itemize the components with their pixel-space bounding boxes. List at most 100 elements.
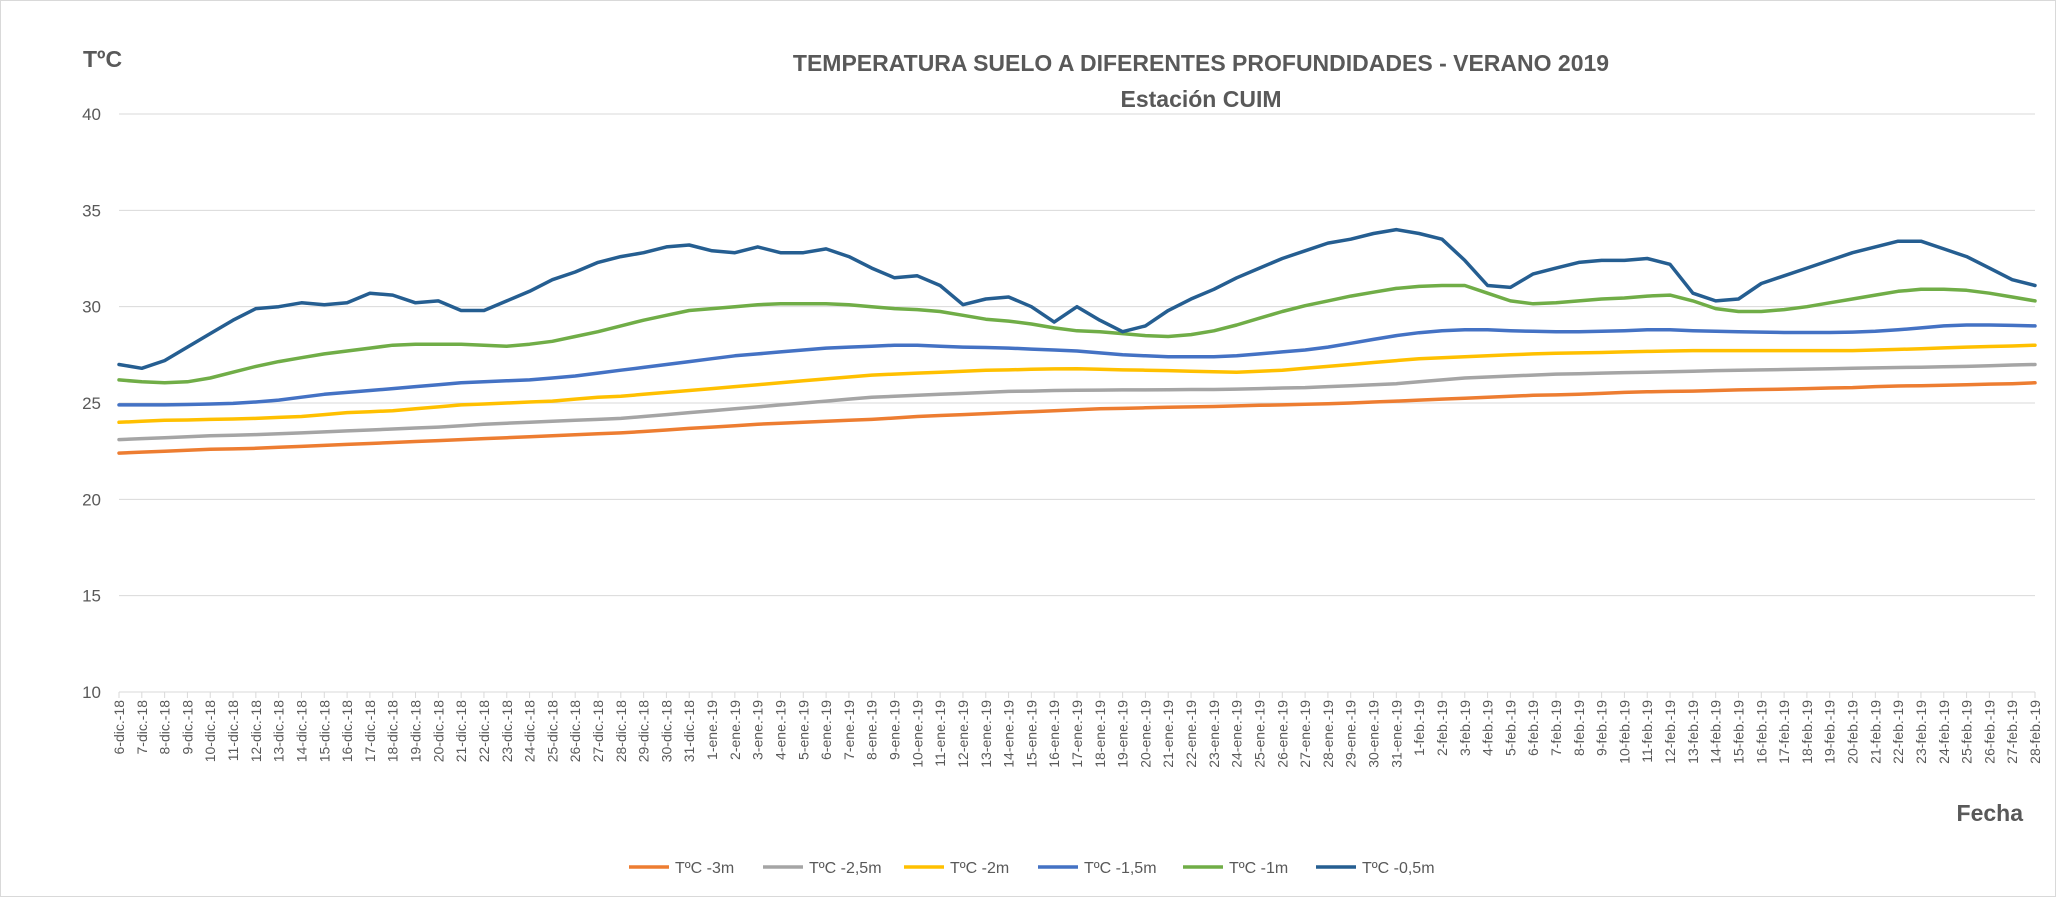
series-line-1	[117, 362, 2037, 442]
legend-label: TºC -1m	[1229, 860, 1288, 877]
x-tick-label: 14-dic.-18	[293, 700, 309, 762]
x-tick-label: 13-dic.-18	[271, 700, 287, 762]
x-tick-label: 16-dic.-18	[339, 700, 355, 762]
x-tick-label: 13-feb.-19	[1685, 700, 1701, 764]
legend-label: TºC -0,5m	[1362, 860, 1435, 877]
y-tick-labels: 10 15 20 25 30 35 40	[82, 105, 101, 702]
x-tick-labels: 6-dic.-18 7-dic.-18 8-dic.-18 9-dic.-18 10-d…	[111, 692, 2043, 768]
x-tick-label: 23-feb.-19	[1913, 700, 1929, 764]
x-tick-label: 6-feb.-19	[1525, 700, 1541, 756]
y-tick-label: 30	[82, 298, 101, 317]
x-tick-label: 20-feb.-19	[1845, 700, 1861, 764]
x-tick-label: 4-ene.-19	[772, 700, 788, 760]
x-tick-label: 18-ene.-19	[1092, 700, 1108, 768]
legend-label: TºC -2m	[950, 860, 1009, 877]
y-tick-label: 40	[82, 105, 101, 124]
x-tick-label: 20-dic.-18	[430, 700, 446, 762]
x-tick-label: 28-feb.-19	[2027, 700, 2043, 764]
x-tick-label: 27-feb.-19	[2004, 700, 2020, 764]
x-tick-label: 2-ene.-19	[727, 700, 743, 760]
x-tick-label: 4-feb.-19	[1480, 700, 1496, 756]
y-tick-label: 25	[82, 394, 101, 413]
x-tick-label: 8-feb.-19	[1571, 700, 1587, 756]
x-tick-label: 9-dic.-18	[179, 700, 195, 755]
y-tick-label: 20	[82, 490, 101, 509]
x-tick-label: 9-ene.-19	[887, 700, 903, 760]
x-tick-label: 10-dic.-18	[202, 700, 218, 762]
chart-title: TEMPERATURA SUELO A DIFERENTES PROFUNDID…	[793, 50, 1609, 76]
x-tick-label: 24-ene.-19	[1229, 700, 1245, 768]
x-tick-label: 8-ene.-19	[864, 700, 880, 760]
x-tick-label: 21-dic.-18	[453, 700, 469, 762]
x-tick-label: 7-ene.-19	[841, 700, 857, 760]
y-tick-label: 10	[82, 683, 101, 702]
x-tick-label: 21-feb.-19	[1867, 700, 1883, 764]
gridlines	[119, 113, 2035, 693]
x-tick-label: 15-ene.-19	[1023, 700, 1039, 768]
x-tick-label: 22-dic.-18	[476, 700, 492, 762]
x-tick-label: 29-dic.-18	[636, 700, 652, 762]
x-tick-label: 11-dic.-18	[225, 700, 241, 761]
x-axis-label: Fecha	[1957, 800, 2024, 826]
series-line-0	[117, 381, 2037, 455]
x-tick-label: 10-ene.-19	[909, 700, 925, 768]
x-tick-label: 18-feb.-19	[1799, 700, 1815, 764]
x-tick-label: 25-ene.-19	[1251, 700, 1267, 768]
x-tick-label: 7-feb.-19	[1548, 700, 1564, 756]
x-tick-label: 27-dic.-18	[590, 700, 606, 762]
chart-subtitle: Estación CUIM	[1120, 86, 1281, 112]
x-tick-label: 17-feb.-19	[1776, 700, 1792, 764]
x-tick-label: 28-dic.-18	[613, 700, 629, 762]
x-tick-label: 1-feb.-19	[1411, 700, 1427, 756]
legend-label: TºC -3m	[675, 860, 734, 877]
series-lines	[117, 227, 2037, 455]
x-tick-label: 11-ene.-19	[932, 700, 948, 767]
x-tick-label: 16-feb.-19	[1753, 700, 1769, 764]
x-tick-label: 25-feb.-19	[1959, 700, 1975, 764]
x-tick-label: 17-ene.-19	[1069, 700, 1085, 768]
legend-label: TºC -1,5m	[1084, 860, 1157, 877]
x-tick-label: 29-ene.-19	[1343, 700, 1359, 768]
x-tick-label: 7-dic.-18	[134, 700, 150, 755]
x-tick-label: 27-ene.-19	[1297, 700, 1313, 768]
series-line-4	[117, 283, 2037, 385]
x-tick-label: 12-ene.-19	[955, 700, 971, 768]
x-tick-label: 30-ene.-19	[1366, 700, 1382, 768]
x-tick-label: 13-ene.-19	[978, 700, 994, 768]
x-tick-label: 26-feb.-19	[1981, 700, 1997, 764]
x-tick-label: 3-ene.-19	[750, 700, 766, 760]
x-tick-label: 18-dic.-18	[385, 700, 401, 762]
y-axis-label: TºC	[83, 46, 122, 72]
x-tick-label: 19-dic.-18	[408, 700, 424, 762]
x-tick-label: 16-ene.-19	[1046, 700, 1062, 768]
x-tick-label: 17-dic.-18	[362, 700, 378, 762]
x-tick-label: 22-feb.-19	[1890, 700, 1906, 764]
x-tick-label: 20-ene.-19	[1137, 700, 1153, 768]
x-tick-label: 28-ene.-19	[1320, 700, 1336, 768]
y-tick-label: 35	[82, 201, 101, 220]
x-tick-label: 6-ene.-19	[818, 700, 834, 760]
x-tick-label: 8-dic.-18	[157, 700, 173, 755]
series-line-2	[117, 343, 2037, 425]
x-tick-label: 14-feb.-19	[1708, 700, 1724, 764]
x-tick-label: 2-feb.-19	[1434, 700, 1450, 756]
x-tick-label: 24-dic.-18	[522, 700, 538, 762]
x-tick-label: 15-dic.-18	[316, 700, 332, 762]
x-tick-label: 11-feb.-19	[1639, 700, 1655, 763]
legend-label: TºC -2,5m	[809, 860, 882, 877]
x-tick-label: 3-feb.-19	[1457, 700, 1473, 756]
x-tick-label: 31-ene.-19	[1388, 700, 1404, 768]
x-tick-label: 30-dic.-18	[658, 700, 674, 762]
x-tick-label: 21-ene.-19	[1160, 700, 1176, 768]
y-tick-label: 15	[82, 587, 101, 606]
x-tick-label: 5-feb.-19	[1502, 700, 1518, 756]
x-tick-label: 31-dic.-18	[681, 700, 697, 762]
series-line-3	[117, 323, 2037, 407]
x-tick-label: 23-ene.-19	[1206, 700, 1222, 768]
x-tick-label: 19-ene.-19	[1115, 700, 1131, 768]
x-tick-label: 25-dic.-18	[544, 700, 560, 762]
x-tick-label: 6-dic.-18	[111, 700, 127, 755]
x-tick-label: 19-feb.-19	[1822, 700, 1838, 764]
